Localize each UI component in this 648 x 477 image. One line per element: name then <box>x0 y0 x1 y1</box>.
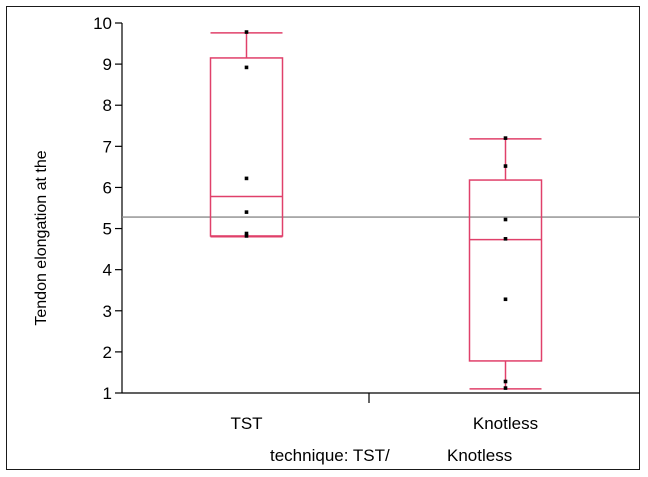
data-point <box>244 176 249 181</box>
data-point <box>503 136 508 140</box>
data-point <box>244 231 249 236</box>
data-point <box>503 217 508 222</box>
y-tick-label: 10 <box>93 14 112 33</box>
y-tick-label: 7 <box>103 137 112 156</box>
box-iqr <box>209 57 284 237</box>
data-point <box>503 237 508 241</box>
data-point <box>244 210 249 214</box>
data-point <box>503 297 508 302</box>
y-tick-label: 4 <box>103 261 112 280</box>
y-tick-label: 9 <box>103 55 112 74</box>
y-tick-label: 3 <box>103 302 112 321</box>
x-axis-title-extra: Knotless <box>447 446 512 465</box>
data-point <box>244 30 249 34</box>
y-axis-title: Tendon elongation at the <box>33 150 50 325</box>
x-category-label: Knotless <box>473 414 538 433</box>
data-point <box>244 65 249 70</box>
data-point <box>244 234 249 238</box>
chart-frame <box>6 6 640 470</box>
y-tick-label: 2 <box>103 343 112 362</box>
x-axis: TST Knotless <box>122 392 640 433</box>
y-tick-label: 1 <box>103 384 112 403</box>
box-knotless <box>468 136 543 390</box>
box-iqr <box>468 179 543 362</box>
box-tst <box>209 30 284 238</box>
y-tick-label: 6 <box>103 178 112 197</box>
y-tick-label: 8 <box>103 96 112 115</box>
data-point <box>503 386 508 390</box>
x-axis-title: technique: TST/ <box>270 446 390 465</box>
x-category-label: TST <box>230 414 262 433</box>
y-tick-label: 5 <box>103 220 112 239</box>
y-axis: 1 2 3 4 5 6 7 8 9 10 <box>93 14 123 403</box>
plot-marks <box>122 30 640 390</box>
data-point <box>503 164 508 168</box>
data-point <box>503 379 508 384</box>
